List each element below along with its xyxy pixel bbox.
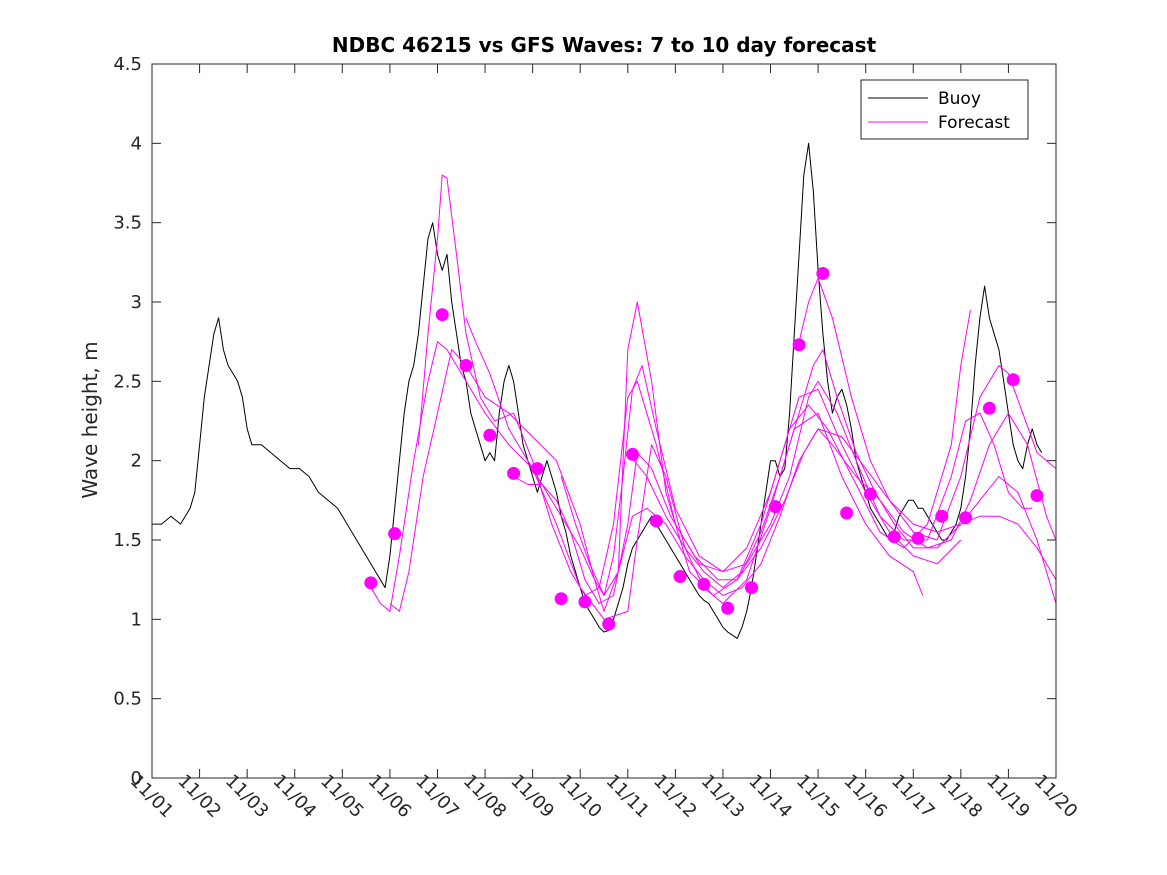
forecast-marker (483, 428, 497, 442)
forecast-marker (388, 527, 402, 541)
forecast-marker (911, 531, 925, 545)
forecast-marker (1006, 373, 1020, 387)
chart-title: NDBC 46215 vs GFS Waves: 7 to 10 day for… (332, 33, 877, 57)
y-axis-label: Wave height, m (78, 341, 102, 498)
forecast-marker (697, 577, 711, 591)
marker-layer (364, 266, 1044, 631)
y-tick-label: 4 (131, 133, 142, 154)
forecast-marker (459, 358, 473, 372)
forecast-marker (530, 462, 544, 476)
forecast-marker (602, 617, 616, 631)
forecast-marker (935, 509, 949, 523)
y-tick-label: 2 (131, 451, 142, 472)
forecast-series-line-1 (370, 341, 924, 620)
y-tick-label: 2.5 (113, 371, 142, 392)
y-tick-label: 3.5 (113, 213, 142, 234)
forecast-marker (768, 500, 782, 514)
forecast-marker (507, 466, 521, 480)
forecast-marker (1030, 489, 1044, 503)
legend-buoy-label: Buoy (938, 89, 981, 109)
forecast-marker (959, 511, 973, 525)
y-tick-label: 0 (131, 768, 142, 789)
legend: Buoy Forecast (860, 79, 1029, 140)
y-tick-label: 3 (131, 292, 142, 313)
forecast-marker (626, 447, 640, 461)
y-tick-label: 1 (131, 609, 142, 630)
y-tick-label: 4.5 (113, 54, 142, 75)
forecast-series-line-4 (465, 317, 1033, 596)
forecast-marker (863, 487, 877, 501)
forecast-marker (840, 506, 854, 520)
legend-box (860, 79, 1029, 140)
forecast-marker (673, 569, 687, 583)
forecast-marker (744, 581, 758, 595)
forecast-marker (816, 266, 830, 280)
forecast-marker (649, 514, 663, 528)
forecast-marker (887, 530, 901, 544)
forecast-series-line-7 (627, 349, 1057, 604)
forecast-marker (578, 595, 592, 609)
buoy-series-line (152, 142, 1043, 639)
forecast-marker (435, 308, 449, 322)
legend-forecast-label: Forecast (938, 113, 1010, 133)
y-tick-label: 1.5 (113, 530, 142, 551)
forecast-marker (721, 601, 735, 615)
forecast-marker (982, 401, 996, 415)
series-layer (152, 142, 1057, 639)
y-tick-label: 0.5 (113, 689, 142, 710)
forecast-marker (554, 592, 568, 606)
forecast-series-line-8 (798, 277, 1057, 541)
forecast-marker (792, 338, 806, 352)
plot-frame (151, 63, 1057, 779)
forecast-marker (364, 576, 378, 590)
forecast-series-line-6 (560, 412, 1057, 596)
